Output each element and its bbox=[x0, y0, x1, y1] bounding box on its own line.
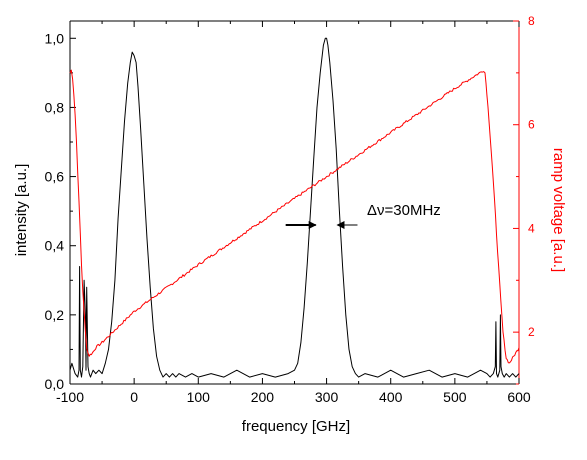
x-tick-label: -100 bbox=[56, 389, 84, 405]
y-tick-label: 0,2 bbox=[45, 307, 65, 323]
x-axis-title: frequency [GHz] bbox=[242, 418, 350, 435]
annotation-arrowhead-right bbox=[336, 220, 345, 229]
intensity-line bbox=[69, 37, 520, 378]
x-tick-label: 300 bbox=[315, 389, 339, 405]
annotation-arrowhead-left bbox=[308, 220, 317, 229]
x-tick-label: 500 bbox=[443, 389, 467, 405]
x-tick-label: 600 bbox=[507, 389, 531, 405]
y2-tick-label: 2 bbox=[528, 325, 535, 339]
x-tick-label: 0 bbox=[130, 389, 138, 405]
x-tick-label: 200 bbox=[251, 389, 275, 405]
y-tick-label: 1,0 bbox=[45, 30, 65, 46]
ramp-voltage-line bbox=[69, 69, 520, 364]
y-axis-title: intensity [a.u.] bbox=[13, 164, 30, 257]
y-tick-label: 0,8 bbox=[45, 99, 65, 115]
y-tick-label: 0,0 bbox=[45, 376, 65, 392]
y-tick-label: 0,6 bbox=[45, 169, 65, 185]
y2-tick-label: 6 bbox=[528, 118, 535, 132]
y2-axis-title: ramp voltage [a.u.] bbox=[550, 148, 567, 272]
plot-group: -100 0 100 200 300 400 500 600 0,0 0,2 0,4 0,6 0,8 1,… bbox=[45, 14, 535, 405]
y-tick-label: 0,4 bbox=[45, 238, 65, 254]
y2-tick-label: 4 bbox=[528, 221, 535, 235]
x-tick-label: 100 bbox=[187, 389, 211, 405]
annotation-label: Δν=30MHz bbox=[367, 202, 441, 219]
y2-tick-label: 8 bbox=[528, 14, 535, 28]
x-tick-label: 400 bbox=[379, 389, 403, 405]
